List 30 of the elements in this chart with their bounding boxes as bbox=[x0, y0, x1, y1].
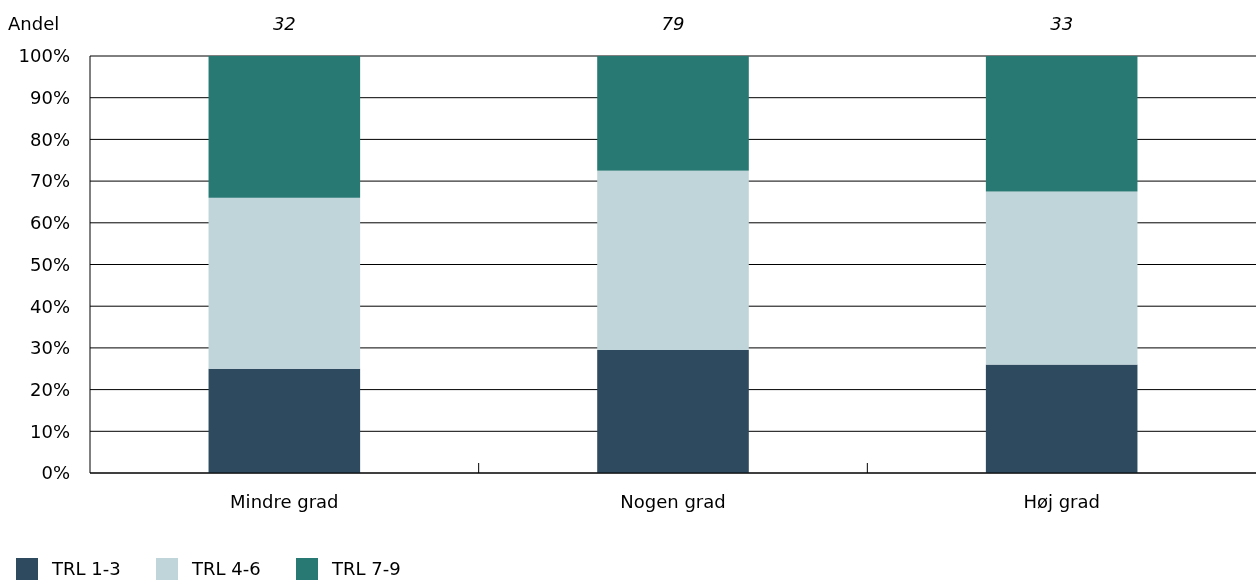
bar bbox=[985, 56, 1138, 192]
text: 79 bbox=[661, 13, 685, 34]
x-tick-label: Mindre grad bbox=[230, 491, 339, 512]
y-tick-label: 80% bbox=[29, 128, 70, 150]
y-tick-label: 30% bbox=[29, 337, 70, 359]
y-tick-label: 0% bbox=[41, 462, 70, 484]
bar bbox=[597, 56, 749, 171]
y-tick-label: 70% bbox=[29, 170, 70, 192]
legend-label: TRL 7-9 bbox=[331, 558, 401, 580]
y-tick-label: 100% bbox=[18, 45, 70, 67]
bar bbox=[208, 368, 361, 473]
y-axis-title: Andel bbox=[8, 13, 60, 34]
y-tick-label: 50% bbox=[29, 253, 70, 275]
y-tick-label: 20% bbox=[29, 378, 70, 400]
legend-label: TRL 1-3 bbox=[51, 558, 121, 580]
bar bbox=[208, 197, 361, 369]
y-tick-label: 90% bbox=[29, 87, 70, 108]
bar bbox=[985, 364, 1138, 473]
bar bbox=[597, 170, 749, 350]
bar bbox=[597, 349, 749, 473]
bar bbox=[985, 191, 1138, 365]
y-tick-label: 40% bbox=[29, 295, 70, 317]
x-tick-label: Høj grad bbox=[1023, 491, 1100, 512]
text: 32 bbox=[272, 13, 296, 34]
x-tick-label: Nogen grad bbox=[620, 491, 726, 512]
y-tick-label: 60% bbox=[29, 212, 70, 234]
legend-label: TRL 4-6 bbox=[191, 558, 261, 580]
text: 33 bbox=[1050, 13, 1074, 34]
bar bbox=[208, 56, 361, 198]
y-tick-label: 10% bbox=[29, 420, 70, 442]
